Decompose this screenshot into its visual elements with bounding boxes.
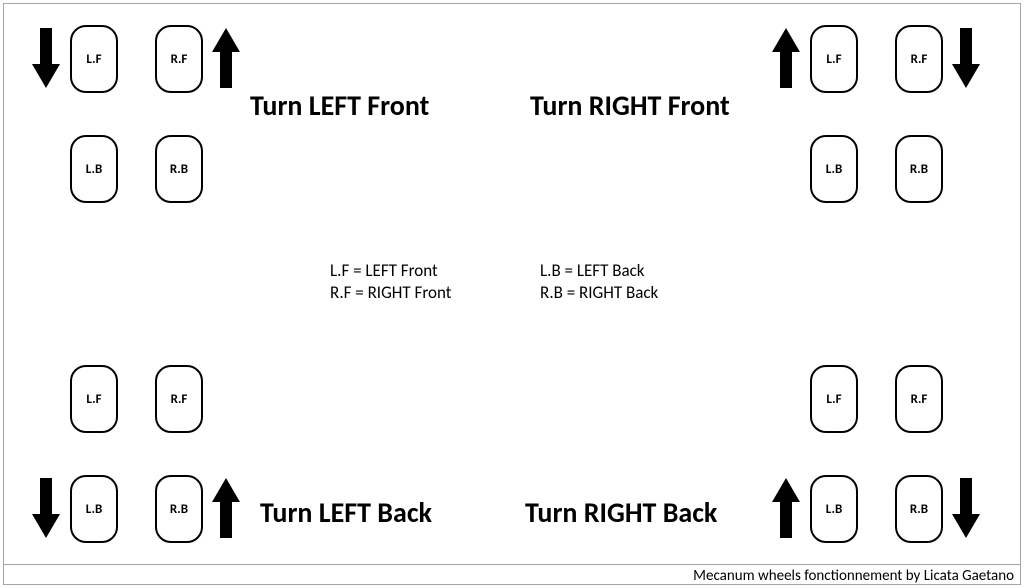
- wheel-label: R.F: [171, 52, 188, 67]
- wheel-label: L.F: [86, 392, 101, 407]
- wheel-label: R.B: [910, 502, 928, 517]
- wheel-tl-rf: R.F: [155, 25, 203, 93]
- arrow-down-icon: [952, 478, 980, 538]
- legend-rf: R.F = RIGHT Front: [330, 282, 451, 303]
- wheel-label: L.F: [86, 52, 101, 67]
- wheel-label: L.B: [826, 162, 843, 177]
- wheel-br-lb: L.B: [810, 475, 858, 543]
- wheel-label: L.F: [826, 392, 841, 407]
- arrow-down-icon: [952, 28, 980, 88]
- title-turn-left-front: Turn LEFT Front: [250, 88, 429, 123]
- wheel-br-lf: L.F: [810, 365, 858, 433]
- wheel-tr-lf: L.F: [810, 25, 858, 93]
- wheel-bl-lb: L.B: [70, 475, 118, 543]
- wheel-tr-lb: L.B: [810, 135, 858, 203]
- main-border: [3, 3, 1021, 565]
- wheel-label: R.B: [170, 162, 188, 177]
- title-turn-left-back: Turn LEFT Back: [260, 495, 432, 530]
- wheel-bl-rf: R.F: [155, 365, 203, 433]
- wheel-label: L.B: [826, 502, 843, 517]
- arrow-down-icon: [32, 478, 60, 538]
- title-turn-right-front: Turn RIGHT Front: [530, 88, 730, 123]
- wheel-tr-rf: R.F: [895, 25, 943, 93]
- wheel-br-rb: R.B: [895, 475, 943, 543]
- legend-lb: L.B = LEFT Back: [540, 260, 645, 281]
- wheel-tl-lf: L.F: [70, 25, 118, 93]
- arrow-up-icon: [772, 28, 800, 88]
- wheel-label: L.B: [86, 502, 103, 517]
- diagram-frame: L.F R.F L.B R.B Turn LEFT Front L.F R.F …: [0, 0, 1024, 588]
- arrow-up-icon: [212, 28, 240, 88]
- wheel-label: R.B: [170, 502, 188, 517]
- wheel-label: L.F: [826, 52, 841, 67]
- arrow-up-icon: [212, 478, 240, 538]
- arrow-up-icon: [772, 478, 800, 538]
- wheel-label: R.B: [910, 162, 928, 177]
- arrow-down-icon: [32, 28, 60, 88]
- wheel-tl-lb: L.B: [70, 135, 118, 203]
- legend-rb: R.B = RIGHT Back: [540, 282, 658, 303]
- legend-lf: L.F = LEFT Front: [330, 260, 438, 281]
- wheel-br-rf: R.F: [895, 365, 943, 433]
- wheel-bl-rb: R.B: [155, 475, 203, 543]
- wheel-label: R.F: [911, 52, 928, 67]
- wheel-label: L.B: [86, 162, 103, 177]
- wheel-tl-rb: R.B: [155, 135, 203, 203]
- wheel-label: R.F: [171, 392, 188, 407]
- wheel-label: R.F: [911, 392, 928, 407]
- title-turn-right-back: Turn RIGHT Back: [525, 495, 717, 530]
- footer-credit: Mecanum wheels fonctionnement by Licata …: [693, 567, 1014, 585]
- wheel-bl-lf: L.F: [70, 365, 118, 433]
- wheel-tr-rb: R.B: [895, 135, 943, 203]
